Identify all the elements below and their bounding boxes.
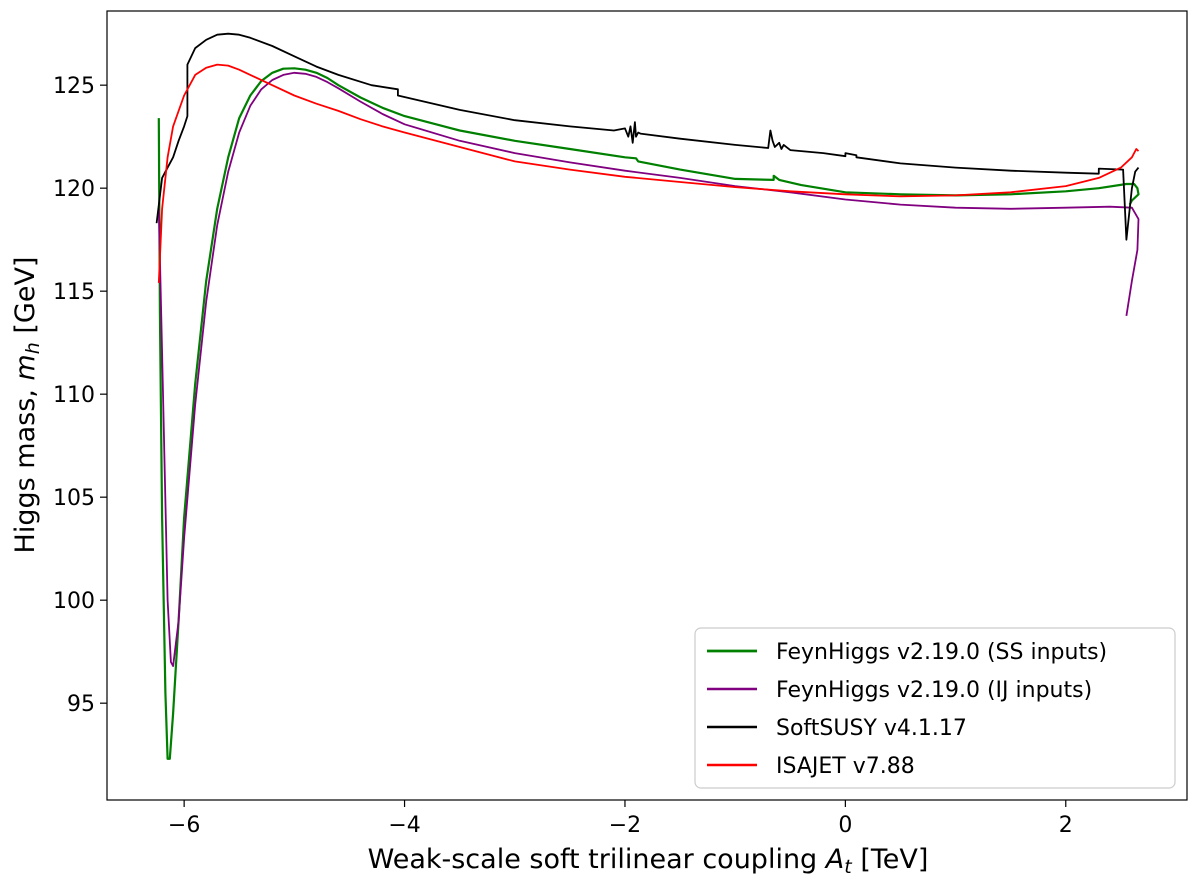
x-tick-label: −6 xyxy=(168,813,200,838)
y-tick-label: 125 xyxy=(53,74,95,99)
plot-frame xyxy=(106,10,1188,801)
series-line-isajet-v7-88 xyxy=(157,63,1140,283)
legend-label: SoftSUSY v4.1.17 xyxy=(776,716,967,741)
x-axis-label: Weak-scale soft trilinear coupling At [T… xyxy=(368,844,929,880)
y-tick-label: 95 xyxy=(67,692,95,717)
x-tick-label: −2 xyxy=(609,813,641,838)
x-axis: −6 −4 −2 0 2 xyxy=(168,800,1073,838)
x-tick-label: 0 xyxy=(838,813,852,838)
y-tick-label: 115 xyxy=(53,280,95,305)
x-tick-label: 2 xyxy=(1059,813,1073,838)
y-axis: 95 100 105 110 115 120 125 xyxy=(53,74,107,717)
legend-label: FeynHiggs v2.19.0 (SS inputs) xyxy=(776,640,1107,665)
series-line-softsusy-v4-1-17 xyxy=(155,32,1140,241)
x-tick-label: −4 xyxy=(388,813,420,838)
y-tick-label: 100 xyxy=(53,589,95,614)
y-tick-label: 110 xyxy=(53,383,95,408)
series-layer xyxy=(155,32,1140,760)
series-line-feynhiggs-v2-19-0-ss-inputs xyxy=(157,67,1140,760)
y-axis-label: Higgs mass, mh [GeV] xyxy=(10,257,46,554)
series-line-feynhiggs-v2-19-0-ij-inputs xyxy=(157,71,1140,667)
legend-box xyxy=(694,627,1176,789)
y-tick-label: 120 xyxy=(53,177,95,202)
legend-label: FeynHiggs v2.19.0 (IJ inputs) xyxy=(776,678,1092,703)
legend: FeynHiggs v2.19.0 (SS inputs) FeynHiggs v… xyxy=(694,627,1176,789)
legend-label: ISAJET v7.88 xyxy=(776,754,915,779)
y-tick-label: 105 xyxy=(53,486,95,511)
